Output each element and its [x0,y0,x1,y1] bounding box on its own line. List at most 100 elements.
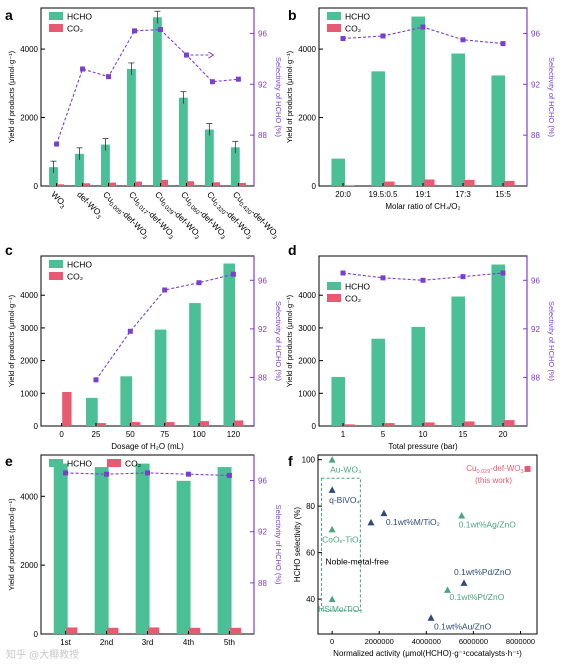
selectivity-point [106,74,112,80]
x-tick-label: 4000000 [412,637,441,646]
point-marker [328,525,336,533]
y2-tick-label: 96 [531,276,540,285]
y-axis-title: Yield of products (μmol·g⁻¹) [7,294,16,387]
selectivity-line [95,273,234,381]
y2-tick-label: 88 [258,131,267,140]
x-tick-label: 2nd [100,638,113,647]
y-axis-title: HCHO selectivity (%) [293,507,302,582]
panel-b: b 0 2000 4000 88 92 96 Yield of products (μmol·… [285,7,556,211]
x-tick-label: 15:5 [495,190,511,199]
point-label: Au-WO₃ [330,465,361,475]
bar-hcho [451,296,466,426]
point-label: 0.1wt%Ag/ZnO [459,519,517,529]
legend-label-hcho: HCHO [67,12,92,22]
point-marker [328,456,336,463]
x-tick-label: 8000000 [506,637,535,646]
point-label: Cu0.029-def-WO3 [466,464,523,475]
point-marker [380,509,388,517]
bar-co2 [212,182,220,186]
x-axis-title: Total pressure (bar) [388,442,458,451]
x-tick-label: 4th [183,638,194,647]
bar-co2 [83,183,91,186]
y2-axis-title: Selectivity of HCHO (%) [274,504,283,585]
bar-hcho [371,338,386,426]
y-tick-label: 1000 [20,389,38,398]
y-tick-label: 1000 [298,389,316,398]
legend-label-co2: CO₂ [67,24,83,34]
y-tick-label: 2000 [298,114,316,123]
watermark: 知乎 @大椰教授 [6,650,80,661]
y2-tick-label: 88 [531,373,540,382]
legend-label-co2: CO₂ [345,24,361,34]
bar-hcho [75,153,84,186]
bar-co2 [463,421,475,426]
x-axis-title: Normalized activity (μmol(HCHO)·g⁻¹cocat… [333,649,522,658]
x-tick-label: 50 [126,430,135,439]
x-tick-label: 5 [381,430,386,439]
panel-letter: c [5,242,13,258]
bar-hcho [86,397,98,426]
legend-swatch-co2 [327,294,341,302]
y2-axis-title: Selectivity of HCHO (%) [547,57,556,138]
box-label: Noble-metal-free [326,556,390,566]
bar-co2 [383,423,395,426]
bar-hcho [331,158,346,186]
point-label: 0.1wt%Au/ZnO [434,622,492,632]
bar-hcho [178,97,188,186]
selectivity-point [420,277,426,283]
bar-co2 [343,424,355,426]
point-label: CoOₓ-TiO₂ [322,534,362,544]
selectivity-point [145,470,150,476]
y2-tick-label: 88 [258,373,267,382]
x-tick-label: 75 [160,430,169,439]
y-tick-label: 4000 [20,45,38,54]
bar-hcho [451,53,466,187]
panel-letter: f [288,453,293,469]
legend-swatch-co2 [107,459,121,467]
bar-hcho [189,303,201,426]
bar-hcho [371,71,386,186]
point-label: 0.1wt%M/TiO₂ [386,517,440,527]
y-tick-label: 2000 [20,561,38,570]
y-tick-label: 0 [312,182,317,191]
y-axis-title: Yield of products (μmol·g⁻¹) [285,50,294,143]
axis-arrow-head [208,51,215,59]
selectivity-point [340,270,346,276]
selectivity-point [235,76,241,82]
x-tick-label: 15 [459,430,468,439]
bar-co2 [189,627,201,634]
selectivity-line [56,29,239,145]
x-tick-label: 1 [341,430,346,439]
bar-co2 [463,179,475,186]
y-tick-label: 100 [302,456,316,465]
selectivity-point [500,41,506,47]
plot-frame [40,255,255,427]
panel-letter: a [5,7,13,23]
bar-hcho [135,463,150,634]
selectivity-point [226,472,232,478]
panel-a: a 0 2000 4000 88 92 96 Yield of products (μmol·… [5,7,283,242]
x-tick-label: 6000000 [459,637,488,646]
bar-co2 [186,181,194,186]
y-tick-label: 4000 [298,45,316,54]
selectivity-point [196,280,202,286]
bar-hcho [176,480,191,634]
bar-hcho [223,263,236,426]
bar-co2 [160,179,168,186]
legend-swatch-co2 [49,272,63,280]
point-label-note: (this work) [475,476,512,485]
x-tick-label: 19:1 [415,190,431,199]
legend-label-hcho: HCHO [345,282,370,292]
bar-co2 [238,182,246,186]
bar-co2 [148,627,160,634]
y-tick-label: 2000 [20,114,38,123]
x-tick-label: 0 [330,637,334,646]
bar-hcho [491,264,506,426]
bar-co2 [230,627,242,634]
x-tick-label: 19.5:0.5 [369,190,398,199]
y2-tick-label: 92 [258,325,267,334]
legend-swatch-hcho [49,459,63,467]
y-tick-label: 40 [306,595,315,604]
bar-hcho [331,376,346,426]
